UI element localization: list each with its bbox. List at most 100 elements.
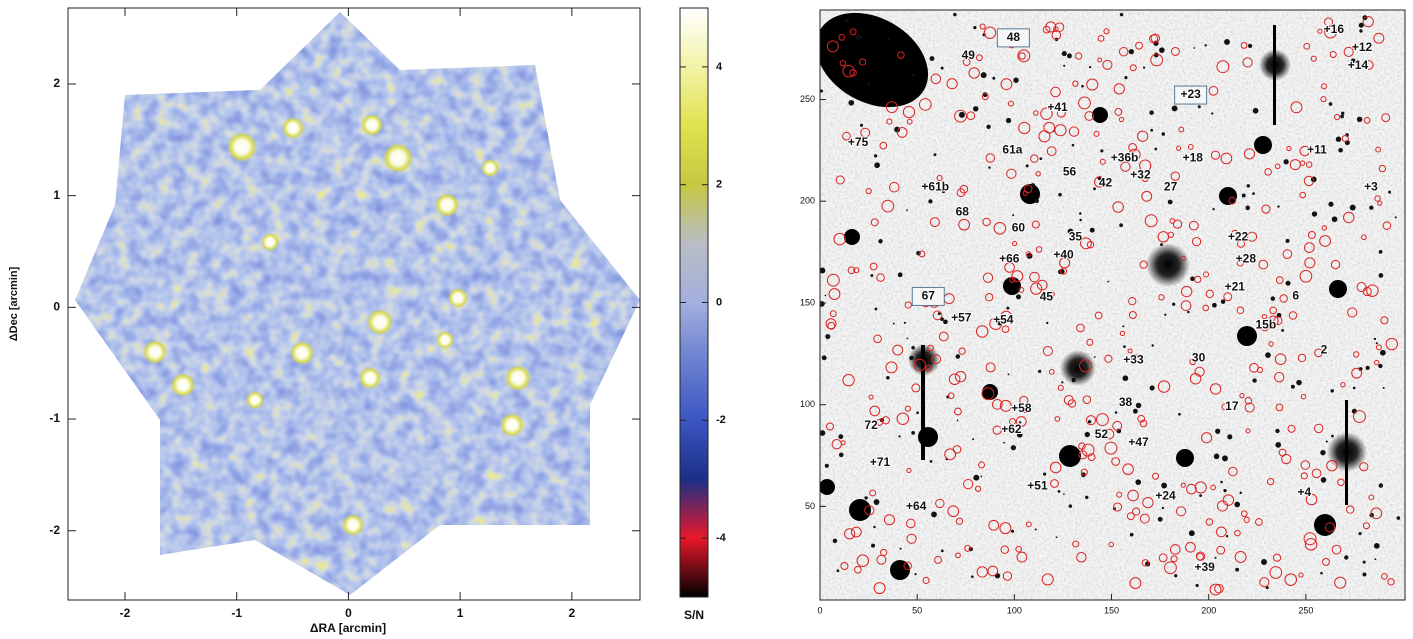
field-star bbox=[1332, 216, 1338, 222]
field-star bbox=[928, 199, 932, 203]
field-star bbox=[860, 124, 863, 127]
x-tick-label: 0 bbox=[345, 606, 352, 620]
field-star bbox=[995, 573, 1000, 578]
field-star bbox=[1152, 344, 1154, 346]
source-label: +41 bbox=[1047, 100, 1068, 114]
field-star bbox=[1395, 216, 1397, 218]
field-star bbox=[822, 355, 827, 360]
source-label: +51 bbox=[1027, 478, 1048, 492]
field-star bbox=[1379, 483, 1383, 487]
field-star bbox=[1136, 403, 1141, 408]
field-star bbox=[825, 464, 829, 468]
field-star bbox=[1069, 504, 1072, 507]
field-star bbox=[1129, 49, 1134, 54]
field-star bbox=[1089, 66, 1091, 68]
field-star bbox=[1388, 191, 1391, 194]
field-star bbox=[1194, 47, 1196, 49]
field-star bbox=[1359, 29, 1362, 32]
field-star bbox=[916, 411, 919, 414]
sn-map bbox=[60, 8, 650, 600]
field-star bbox=[1223, 489, 1226, 492]
field-star bbox=[973, 475, 979, 481]
field-star bbox=[1115, 411, 1118, 414]
x-tick-label: 100 bbox=[1007, 605, 1022, 615]
source-label: 49 bbox=[962, 48, 976, 62]
field-star bbox=[871, 544, 875, 548]
field-star bbox=[859, 36, 862, 39]
field-star bbox=[1123, 345, 1126, 348]
field-star bbox=[957, 420, 959, 422]
field-star bbox=[898, 435, 900, 437]
source-label: +16 bbox=[1324, 22, 1345, 36]
field-star bbox=[1035, 199, 1039, 203]
field-star bbox=[1320, 572, 1323, 575]
field-star bbox=[1286, 281, 1291, 286]
field-star bbox=[840, 16, 842, 18]
x-tick-label: 150 bbox=[1104, 605, 1119, 615]
y-axis-label: ΔDec [arcmin] bbox=[8, 266, 20, 341]
source-label: +61b bbox=[921, 179, 949, 193]
x-tick-label: -2 bbox=[120, 606, 131, 620]
field-star bbox=[911, 431, 915, 435]
y-tick-label: 200 bbox=[800, 196, 815, 206]
field-star bbox=[931, 512, 937, 518]
field-star bbox=[1211, 112, 1213, 114]
field-star bbox=[1340, 115, 1344, 119]
field-star bbox=[1012, 214, 1014, 216]
field-star bbox=[1212, 208, 1214, 210]
field-star bbox=[838, 434, 843, 439]
field-star bbox=[1252, 378, 1256, 382]
source-label: 6 bbox=[1292, 289, 1299, 303]
source-label: +18 bbox=[1183, 150, 1204, 164]
field-star bbox=[1072, 144, 1075, 147]
field-star bbox=[1271, 296, 1275, 300]
field-star bbox=[1265, 352, 1271, 358]
field-star bbox=[873, 526, 875, 528]
field-star bbox=[973, 106, 978, 111]
field-star bbox=[1149, 110, 1154, 115]
source-label: +66 bbox=[999, 252, 1020, 266]
field-star bbox=[874, 162, 880, 168]
field-star bbox=[1321, 477, 1327, 483]
field-star bbox=[1286, 239, 1290, 243]
field-star bbox=[1058, 193, 1062, 197]
field-star bbox=[1088, 420, 1091, 423]
field-star bbox=[1094, 356, 1096, 358]
sky-image bbox=[799, 0, 1405, 600]
field-star bbox=[988, 166, 990, 168]
field-star bbox=[912, 74, 915, 77]
source-label: +71 bbox=[870, 455, 891, 469]
source-label: +22 bbox=[1228, 229, 1249, 243]
field-star bbox=[1261, 559, 1267, 565]
field-star bbox=[1212, 303, 1217, 308]
field-star bbox=[1275, 442, 1281, 448]
field-star bbox=[1164, 314, 1166, 316]
field-star bbox=[1039, 157, 1042, 160]
field-star bbox=[1150, 129, 1153, 132]
field-star bbox=[898, 272, 903, 277]
source-label: +4 bbox=[1297, 485, 1311, 499]
colorbar-tick-label: -2 bbox=[716, 414, 726, 426]
field-star bbox=[1235, 568, 1239, 572]
field-star bbox=[943, 319, 948, 324]
source-label: 72 bbox=[864, 418, 878, 432]
source-label: 48 bbox=[1007, 30, 1021, 44]
field-star bbox=[1081, 85, 1084, 88]
field-star bbox=[1330, 389, 1333, 392]
y-tick-label: 1 bbox=[53, 188, 60, 202]
field-star bbox=[1383, 387, 1385, 389]
field-star bbox=[992, 77, 995, 80]
field-star bbox=[1079, 212, 1082, 215]
field-star bbox=[1242, 194, 1246, 198]
field-star bbox=[1006, 118, 1011, 123]
field-star bbox=[1013, 78, 1018, 83]
x-tick-label: -1 bbox=[231, 606, 242, 620]
field-star bbox=[1226, 535, 1228, 537]
field-star bbox=[973, 26, 976, 29]
field-star bbox=[874, 154, 877, 157]
field-star bbox=[1062, 51, 1067, 56]
source-label: 35 bbox=[1069, 229, 1083, 243]
field-star bbox=[864, 496, 867, 499]
field-star bbox=[980, 476, 982, 478]
field-star bbox=[1275, 429, 1279, 433]
